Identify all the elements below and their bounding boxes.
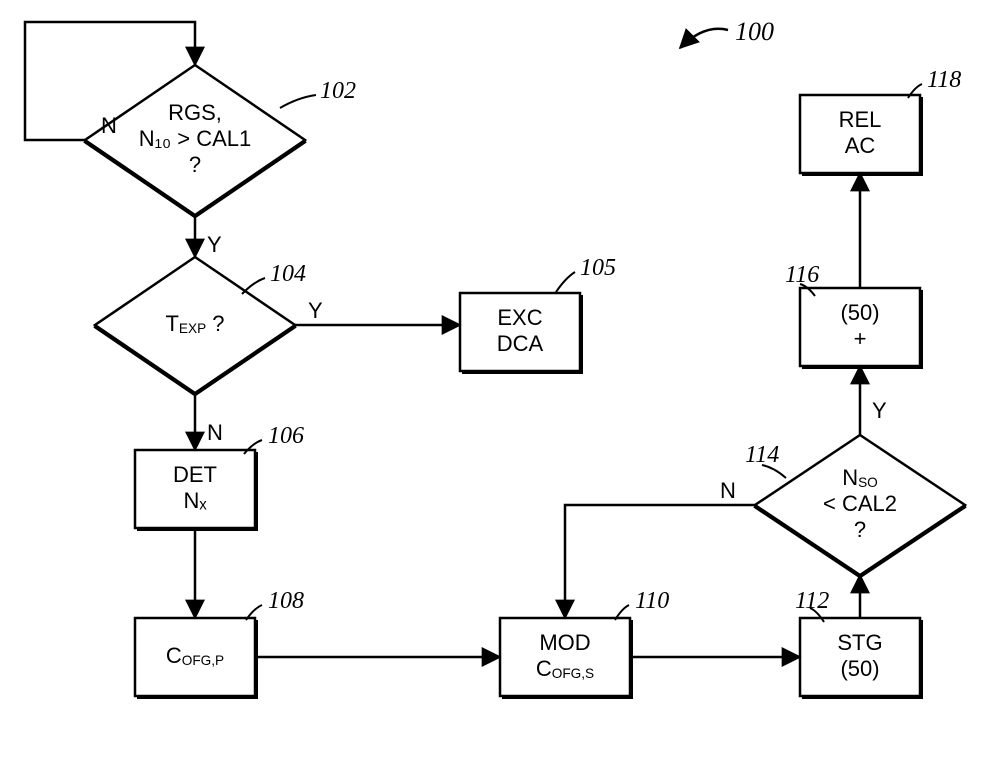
edge-label-102-104: Y	[207, 232, 222, 257]
ref-n108: 108	[268, 588, 304, 614]
edge-label-114-110: N	[720, 478, 736, 503]
svg-text:?: ?	[854, 517, 866, 542]
edge-label-loop102: N	[101, 113, 117, 138]
svg-text:< CAL2: < CAL2	[823, 491, 897, 516]
ref-n105: 105	[580, 255, 616, 281]
svg-text:+: +	[854, 326, 867, 351]
svg-text:Nₓ: Nₓ	[183, 488, 207, 513]
ref-n114: 114	[745, 442, 779, 468]
svg-text:AC: AC	[845, 133, 876, 158]
edge-label-104-105: Y	[308, 298, 323, 323]
svg-text:DET: DET	[173, 462, 217, 487]
ref-100: 100	[735, 17, 774, 46]
svg-text:(50): (50)	[840, 300, 879, 325]
svg-text:STG: STG	[837, 630, 882, 655]
svg-text:RGS,: RGS,	[168, 100, 222, 125]
ref-n102: 102	[320, 78, 356, 104]
ref-n104: 104	[270, 261, 306, 287]
svg-text:EXC: EXC	[497, 305, 542, 330]
edge-label-114-116: Y	[872, 398, 887, 423]
svg-text:MOD: MOD	[539, 630, 590, 655]
flowchart-canvas: RGS,N₁₀ > CAL1?102TEXP ?104EXCDCA105DETN…	[0, 0, 1000, 757]
svg-text:N₁₀ > CAL1: N₁₀ > CAL1	[139, 126, 252, 151]
svg-text:?: ?	[189, 152, 201, 177]
svg-text:REL: REL	[839, 107, 882, 132]
edge-label-104-106: N	[207, 420, 223, 445]
svg-text:DCA: DCA	[497, 331, 544, 356]
svg-text:(50): (50)	[840, 656, 879, 681]
ref-n110: 110	[635, 588, 669, 614]
ref-n106: 106	[268, 423, 304, 449]
ref-n118: 118	[927, 67, 961, 93]
